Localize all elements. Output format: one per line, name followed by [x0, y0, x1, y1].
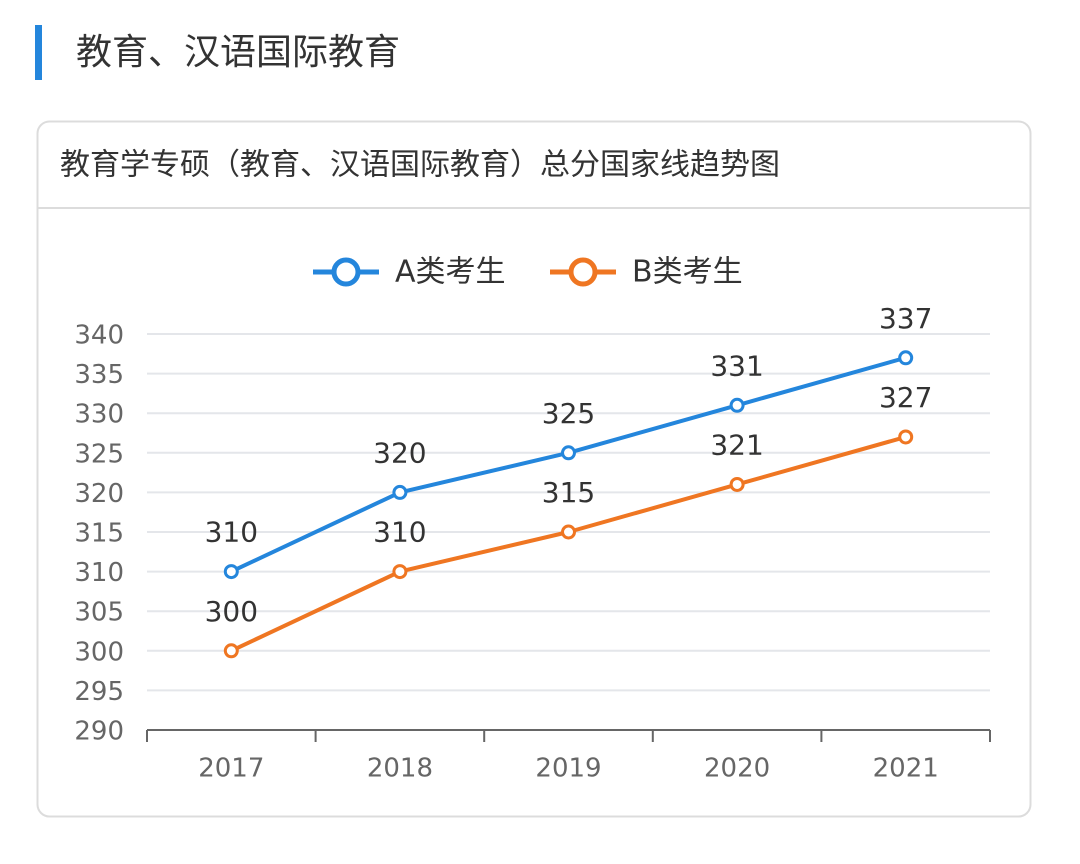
y-tick-label: 325 [74, 439, 124, 469]
data-point [561, 445, 576, 461]
data-label: 325 [542, 397, 595, 430]
data-point [898, 429, 914, 445]
y-tick-label: 300 [74, 637, 124, 667]
header-accent [35, 25, 42, 80]
y-tick-label: 315 [74, 519, 124, 549]
x-tick-label: 2017 [198, 754, 264, 784]
x-tick-label: 2020 [704, 754, 770, 784]
legend-label: A类考生 [395, 255, 506, 290]
data-label: 337 [879, 302, 932, 335]
y-tick-label: 340 [74, 321, 124, 351]
data-label: 321 [710, 428, 763, 461]
data-label: 310 [205, 516, 258, 549]
card [36, 120, 1032, 818]
data-point [729, 476, 745, 492]
data-point [392, 484, 408, 500]
data-label: 320 [373, 436, 426, 469]
data-point [898, 350, 914, 366]
header-title: 教育、汉语国际教育 [76, 32, 400, 73]
data-point [392, 564, 408, 580]
data-point [729, 397, 745, 413]
x-tick-label: 2019 [535, 754, 601, 784]
y-tick-label: 305 [74, 598, 124, 628]
plot: 290 295 300 305 310 315 320 325 330 335 340 2017 201… [74, 255, 991, 784]
y-tick-label: 310 [74, 558, 124, 588]
y-tick-label: 335 [74, 360, 124, 390]
x-tick-label: 2021 [873, 754, 939, 784]
legend-marker [331, 257, 361, 287]
data-point [223, 564, 239, 580]
y-tick-label: 320 [74, 479, 124, 509]
chart-title: 教育学专硕（教育、汉语国际教育）总分国家线趋势图 [60, 148, 780, 183]
data-label: 331 [710, 349, 763, 382]
data-label: 310 [373, 516, 426, 549]
y-tick-label: 290 [74, 717, 124, 747]
data-label: 315 [542, 476, 595, 509]
legend-marker [568, 257, 598, 287]
x-tick-label: 2018 [367, 754, 433, 784]
y-tick-label: 295 [74, 677, 124, 707]
data-point [561, 524, 576, 540]
y-tick-label: 330 [74, 400, 124, 430]
data-label: 300 [205, 595, 258, 628]
data-point [223, 643, 239, 659]
legend-label: B类考生 [632, 255, 743, 290]
data-label: 327 [879, 381, 932, 414]
